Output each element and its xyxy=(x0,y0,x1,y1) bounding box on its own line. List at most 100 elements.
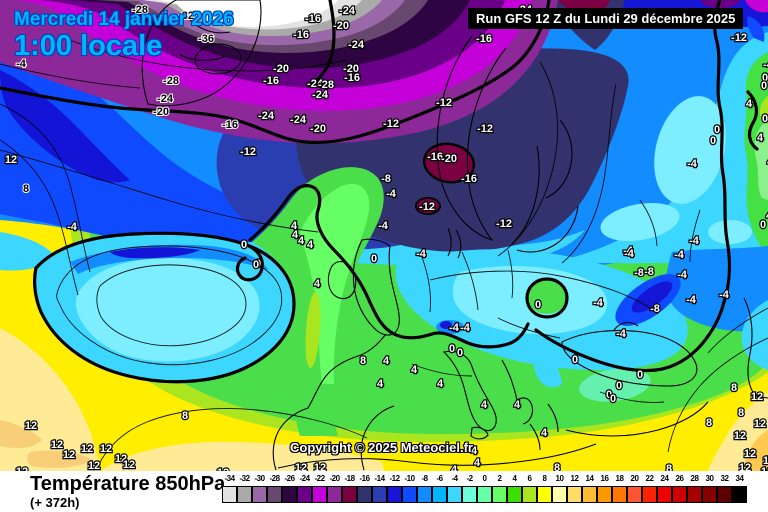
map-temperature-label: -4 xyxy=(674,249,685,261)
map-temperature-label: -4 xyxy=(623,245,634,257)
map-temperature-label: 12 xyxy=(763,455,768,467)
legend-color-cell xyxy=(642,486,657,503)
legend-color-cell xyxy=(612,486,627,503)
map-temperature-label: -16 xyxy=(305,13,321,25)
map-temperature-label: -4 xyxy=(616,328,627,340)
legend-tick-label: 28 xyxy=(690,474,699,483)
map-temperature-label: -8 xyxy=(644,266,654,278)
legend-color-cell xyxy=(282,486,297,503)
map-temperature-label: 4 xyxy=(757,132,764,144)
map-temperature-label: 0 xyxy=(606,389,612,401)
legend-tick-label: -4 xyxy=(451,474,458,483)
map-temperature-label: 0 xyxy=(761,80,767,92)
map-temperature-label: 4 xyxy=(514,399,521,411)
map-temperature-label: 0 xyxy=(253,259,259,271)
map-temperature-label: 4 xyxy=(307,239,314,251)
legend-tick-label: -12 xyxy=(389,474,400,483)
legend-color-cell xyxy=(387,486,402,503)
map-temperature-label: -4 xyxy=(460,322,471,334)
legend-tick-label: 20 xyxy=(630,474,639,483)
legend-forecast-hour: (+ 372h) xyxy=(30,495,80,510)
map-temperature-label: -20 xyxy=(310,123,326,135)
map-temperature-label: 4 xyxy=(474,457,481,469)
legend-tick-label: -8 xyxy=(421,474,428,483)
map-temperature-label: 12 xyxy=(751,391,763,403)
legend-color-cell xyxy=(462,486,477,503)
legend-color-cell xyxy=(312,486,327,503)
legend-color-cell xyxy=(267,486,282,503)
legend-tick-label: -20 xyxy=(329,474,340,483)
legend-color-cell xyxy=(447,486,462,503)
map-temperature-label: 4 xyxy=(471,445,478,457)
map-temperature-label: 12 xyxy=(295,462,307,471)
map-temperature-label: 0 xyxy=(762,113,768,125)
legend-color-cell xyxy=(237,486,252,503)
map-temperature-label: -4 xyxy=(593,297,604,309)
legend-tick-label: 32 xyxy=(720,474,729,483)
map-temperature-label: -4 xyxy=(67,221,78,233)
map-temperature-label: 4 xyxy=(766,210,768,222)
legend-tick-label: 16 xyxy=(600,474,609,483)
legend-color-cell xyxy=(342,486,357,503)
legend-tick-label: 18 xyxy=(615,474,624,483)
map-temperature-label: -12 xyxy=(496,218,512,230)
map-temperature-label: 0 xyxy=(760,219,766,231)
balkans-zone xyxy=(395,246,768,402)
legend-color-cell xyxy=(507,486,522,503)
legend-tick-label: -6 xyxy=(436,474,443,483)
map-temperature-label: 12 xyxy=(25,420,37,432)
legend-tick-label: -10 xyxy=(404,474,415,483)
thick-contours xyxy=(0,0,759,384)
map-temperature-label: 0 xyxy=(714,124,720,136)
map-temperature-label: -24 xyxy=(258,110,275,122)
map-temperature-label: 8 xyxy=(360,355,366,367)
map-temperature-label: -24 xyxy=(339,5,356,17)
legend-color-cell xyxy=(297,486,312,503)
legend-color-cell xyxy=(372,486,387,503)
map-temperature-label: -16 xyxy=(344,72,360,84)
legend-tick-label: 12 xyxy=(570,474,579,483)
map-temperature-label: 12 xyxy=(115,453,127,465)
legend-color-cell xyxy=(327,486,342,503)
map-temperature-label: 0 xyxy=(616,380,622,392)
legend-color-cell xyxy=(717,486,732,503)
map-temperature-label: 8 xyxy=(666,463,672,471)
map-temperature-label: 12 xyxy=(734,430,746,442)
map-temperature-label: -12 xyxy=(383,118,399,130)
map-temperature-label: 0 xyxy=(762,72,768,84)
green-tongue xyxy=(252,167,384,436)
map-temperature-label: -12 xyxy=(436,97,452,109)
map-temperature-label: 8 xyxy=(738,407,744,419)
map-temperature-label: -4 xyxy=(624,248,635,260)
map-temperature-label: -8 xyxy=(650,303,660,315)
map-temperature-label: -4 xyxy=(763,59,768,71)
legend-tick-label: 22 xyxy=(645,474,654,483)
legend-tick-label: -24 xyxy=(299,474,310,483)
legend-tick-label: -28 xyxy=(269,474,280,483)
map-temperature-label: 4 xyxy=(481,399,488,411)
map-temperature-label: 0 xyxy=(710,135,716,147)
map-temperature-label: -4 xyxy=(386,188,397,200)
map-temperature-label: 8 xyxy=(731,382,737,394)
map-temperature-label: -16 xyxy=(476,33,492,45)
map-temperature-label: -16 xyxy=(427,151,443,163)
map-temperature-label: 4 xyxy=(746,98,753,110)
legend-color-cell xyxy=(432,486,447,503)
map-temperature-label: 4 xyxy=(437,378,444,390)
map-temperature-label: -24 xyxy=(348,39,365,51)
map-temperature-label: 4 xyxy=(291,220,298,232)
map-temperature-label: 12 xyxy=(217,467,229,471)
map-temperature-label: -4 xyxy=(677,269,688,281)
map-temperature-label: 12 xyxy=(88,460,100,471)
map-temperature-label: 0 xyxy=(371,253,377,265)
legend-tick-label: 34 xyxy=(735,474,744,483)
legend-tick-label: 26 xyxy=(675,474,684,483)
map-temperature-label: 4 xyxy=(298,235,305,247)
legend-tick-label: 10 xyxy=(555,474,564,483)
legend-tick-label: 14 xyxy=(585,474,594,483)
legend-color-cell xyxy=(552,486,567,503)
map-temperature-label: -20 xyxy=(333,20,349,32)
temperature-map-canvas: -28 -32-36-28-24-20-16-48-24-16-20-16-24-… xyxy=(0,0,768,471)
map-temperature-label: -4 xyxy=(449,322,460,334)
legend-color-cell xyxy=(537,486,552,503)
